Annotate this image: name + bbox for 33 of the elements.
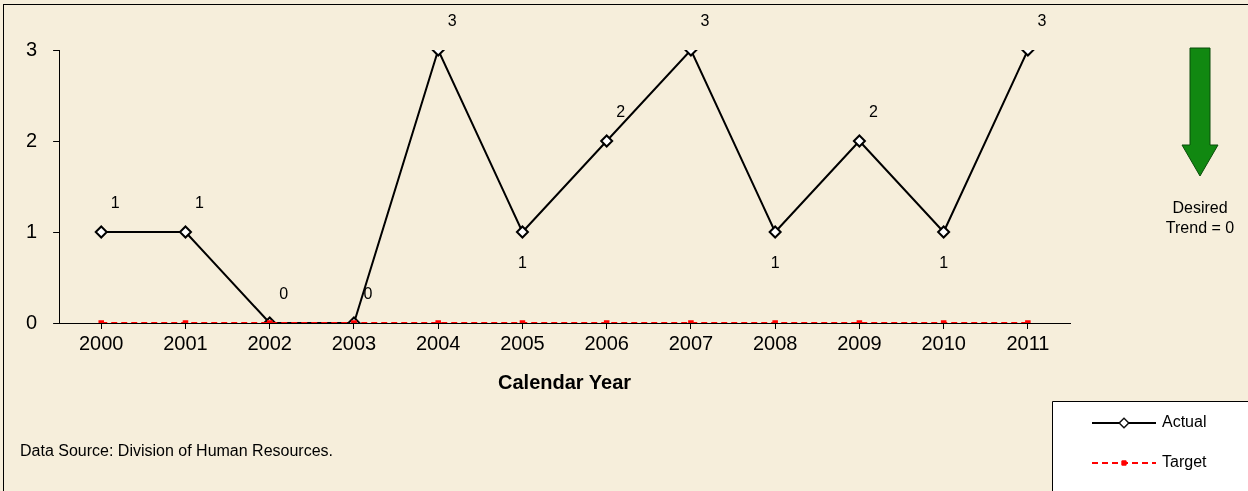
x-axis-title: Calendar Year: [498, 370, 632, 393]
data-label: 1: [939, 254, 949, 272]
x-tick-label: 2001: [163, 331, 208, 354]
data-label: 2: [868, 103, 878, 121]
x-tick-label: 2005: [500, 331, 545, 354]
x-tick-label: 2003: [331, 331, 377, 354]
legend-label: Actual: [1162, 413, 1207, 431]
source-note: Data Source: Division of Human Resources.: [20, 442, 334, 460]
data-label: 0: [279, 285, 289, 303]
data-label: 1: [195, 194, 205, 212]
data-label: 1: [770, 254, 780, 272]
x-tick-label: 2009: [837, 331, 882, 354]
x-tick-label: 2007: [668, 331, 714, 354]
data-label: 1: [517, 254, 527, 272]
x-tick-label: 2000: [78, 331, 124, 354]
x-tick-label: 2011: [1006, 331, 1050, 354]
x-tick-label: 2004: [415, 331, 461, 354]
x-tick-label: 2006: [584, 331, 629, 354]
x-tick-label: 2010: [921, 331, 966, 354]
y-tick-label: 3: [26, 37, 38, 60]
x-tick-label: 2008: [752, 331, 798, 354]
data-label: 3: [1037, 12, 1047, 30]
data-label: 2: [616, 103, 626, 121]
data-label: 3: [700, 12, 710, 30]
data-label: 3: [447, 12, 457, 30]
text: Desired Trend = 0: [1164, 198, 1236, 238]
legend-label: Target: [1162, 453, 1208, 471]
y-tick-label: 2: [26, 128, 38, 151]
data-label: 1: [110, 194, 120, 212]
y-tick-label: 1: [26, 219, 38, 242]
x-tick-label: 2002: [247, 331, 292, 354]
y-tick-label: 0: [26, 310, 38, 333]
data-label: 0: [363, 285, 373, 303]
